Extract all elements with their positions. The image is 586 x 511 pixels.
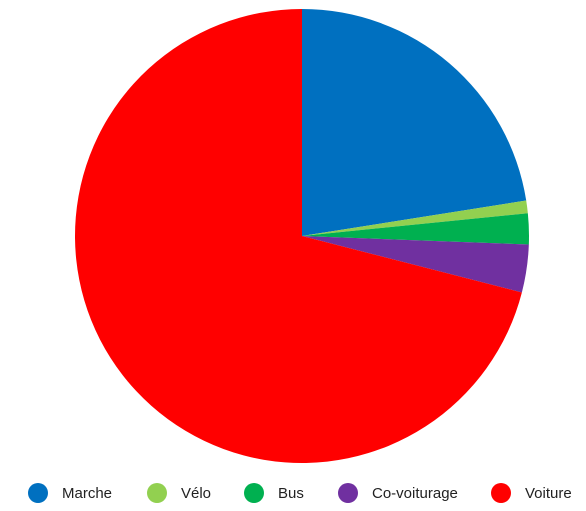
pie-slice-bus bbox=[302, 213, 529, 245]
legend-item-co-voiturage: Co-voiturage bbox=[338, 478, 458, 508]
legend-swatch-marche bbox=[28, 483, 48, 503]
legend-swatch-velo bbox=[147, 483, 167, 503]
legend-label-velo: Vélo bbox=[181, 484, 212, 502]
legend-label-bus: Bus bbox=[278, 484, 304, 502]
legend-item-velo: Vélo bbox=[147, 478, 211, 508]
legend-item-bus: Bus bbox=[244, 478, 304, 508]
pie-slice-velo bbox=[302, 200, 528, 236]
pie-chart bbox=[75, 9, 529, 464]
legend-label-voiture: Voiture bbox=[525, 484, 572, 502]
legend-item-voiture: Voiture bbox=[491, 478, 572, 508]
legend-swatch-co-voiturage bbox=[338, 483, 358, 503]
pie-slice-marche bbox=[302, 9, 527, 236]
legend-swatch-bus bbox=[244, 483, 264, 503]
legend-label-marche: Marche bbox=[62, 484, 113, 502]
legend-swatch-voiture bbox=[491, 483, 511, 503]
legend: Marche Vélo Bus Co-voiturage Voiture bbox=[0, 478, 586, 508]
legend-label-co-voiturage: Co-voiturage bbox=[372, 484, 458, 502]
legend-item-marche: Marche bbox=[28, 478, 112, 508]
pie-slice-co-voiturage bbox=[302, 236, 529, 293]
pie-slice-voiture bbox=[75, 9, 522, 464]
